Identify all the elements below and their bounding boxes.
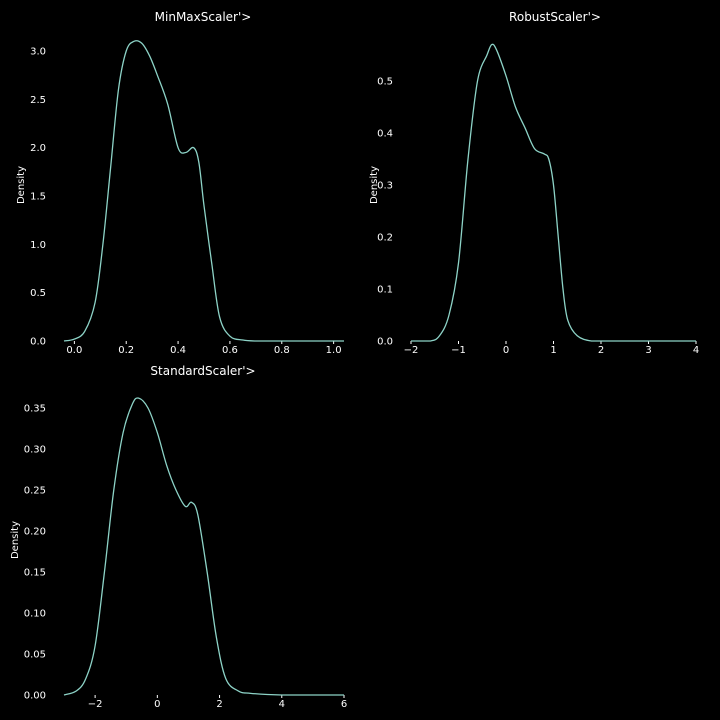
x-tick-label: 3 [645, 345, 651, 356]
y-axis-label: Density [10, 521, 21, 559]
chart-title: StandardScaler'> [150, 364, 255, 378]
x-tick-label: 2 [598, 345, 604, 356]
x-tick-label: 4 [279, 699, 285, 710]
y-tick-label: 0.00 [24, 691, 46, 702]
y-tick-label: 0.15 [24, 568, 46, 579]
x-tick-label: 0 [503, 345, 509, 356]
y-axis-label: Density [369, 166, 380, 204]
x-tick-label: 0.2 [118, 345, 134, 356]
y-tick-label: 0.4 [377, 129, 393, 140]
y-tick-label: 0.0 [377, 337, 393, 348]
x-tick-label: 0.4 [170, 345, 186, 356]
y-tick-label: 0.30 [24, 445, 46, 456]
x-tick-label: 0.6 [222, 345, 238, 356]
chart-title: MinMaxScaler'> [155, 10, 252, 24]
x-tick-label: −1 [451, 345, 466, 356]
y-tick-label: 0.2 [377, 233, 393, 244]
x-axis: −2 0 2 4 6 [88, 695, 347, 710]
y-tick-label: 0.25 [24, 486, 46, 497]
x-tick-label: −2 [88, 699, 103, 710]
density-curve [63, 397, 344, 696]
y-tick-label: 3.0 [30, 47, 46, 58]
x-tick-label: 4 [693, 345, 699, 356]
x-tick-label: 6 [341, 699, 347, 710]
y-tick-label: 2.0 [30, 143, 46, 154]
x-tick-label: 0 [154, 699, 160, 710]
y-tick-label: 0.0 [30, 337, 46, 348]
y-axis-label: Density [16, 166, 27, 204]
x-tick-label: 0.0 [66, 345, 82, 356]
x-tick-label: −2 [404, 345, 419, 356]
y-tick-label: 1.5 [30, 192, 46, 203]
panel-standardscaler: StandardScaler'> Density 0.00 0.05 0.10 0.1… [10, 364, 347, 710]
x-tick-label: 2 [216, 699, 222, 710]
density-curve [410, 43, 696, 342]
x-tick-label: 0.8 [274, 345, 290, 356]
x-axis: 0.0 0.2 0.4 0.6 0.8 1.0 [66, 341, 342, 356]
x-tick-label: 1 [550, 345, 556, 356]
panel-minmaxscaler: MinMaxScaler'> Density 0.0 0.5 1.0 1.5 2.0 2.… [16, 10, 344, 356]
y-tick-label: 2.5 [30, 95, 46, 106]
y-axis: 0.0 0.1 0.2 0.3 0.4 0.5 [377, 77, 393, 348]
x-tick-label: 1.0 [326, 345, 342, 356]
y-tick-label: 0.20 [24, 527, 46, 538]
y-axis: 0.0 0.5 1.0 1.5 2.0 2.5 3.0 [30, 47, 46, 348]
y-tick-label: 0.05 [24, 650, 46, 661]
y-tick-label: 0.5 [377, 77, 393, 88]
y-axis: 0.00 0.05 0.10 0.15 0.20 0.25 0.30 0.35 [24, 404, 46, 702]
y-tick-label: 0.10 [24, 609, 46, 620]
chart-title: RobustScaler'> [509, 10, 601, 24]
x-axis: −2 −1 0 1 2 3 4 [404, 341, 699, 356]
y-tick-label: 0.5 [30, 288, 46, 299]
panel-robustscaler: RobustScaler'> Density 0.00.10.20.30.40.… [369, 10, 699, 356]
y-tick-label: 0.1 [377, 285, 393, 296]
y-tick-label: 0.35 [24, 404, 46, 415]
y-tick-label: 1.0 [30, 240, 46, 251]
y-tick-label: 0.3 [377, 181, 393, 192]
density-curve [63, 40, 344, 342]
